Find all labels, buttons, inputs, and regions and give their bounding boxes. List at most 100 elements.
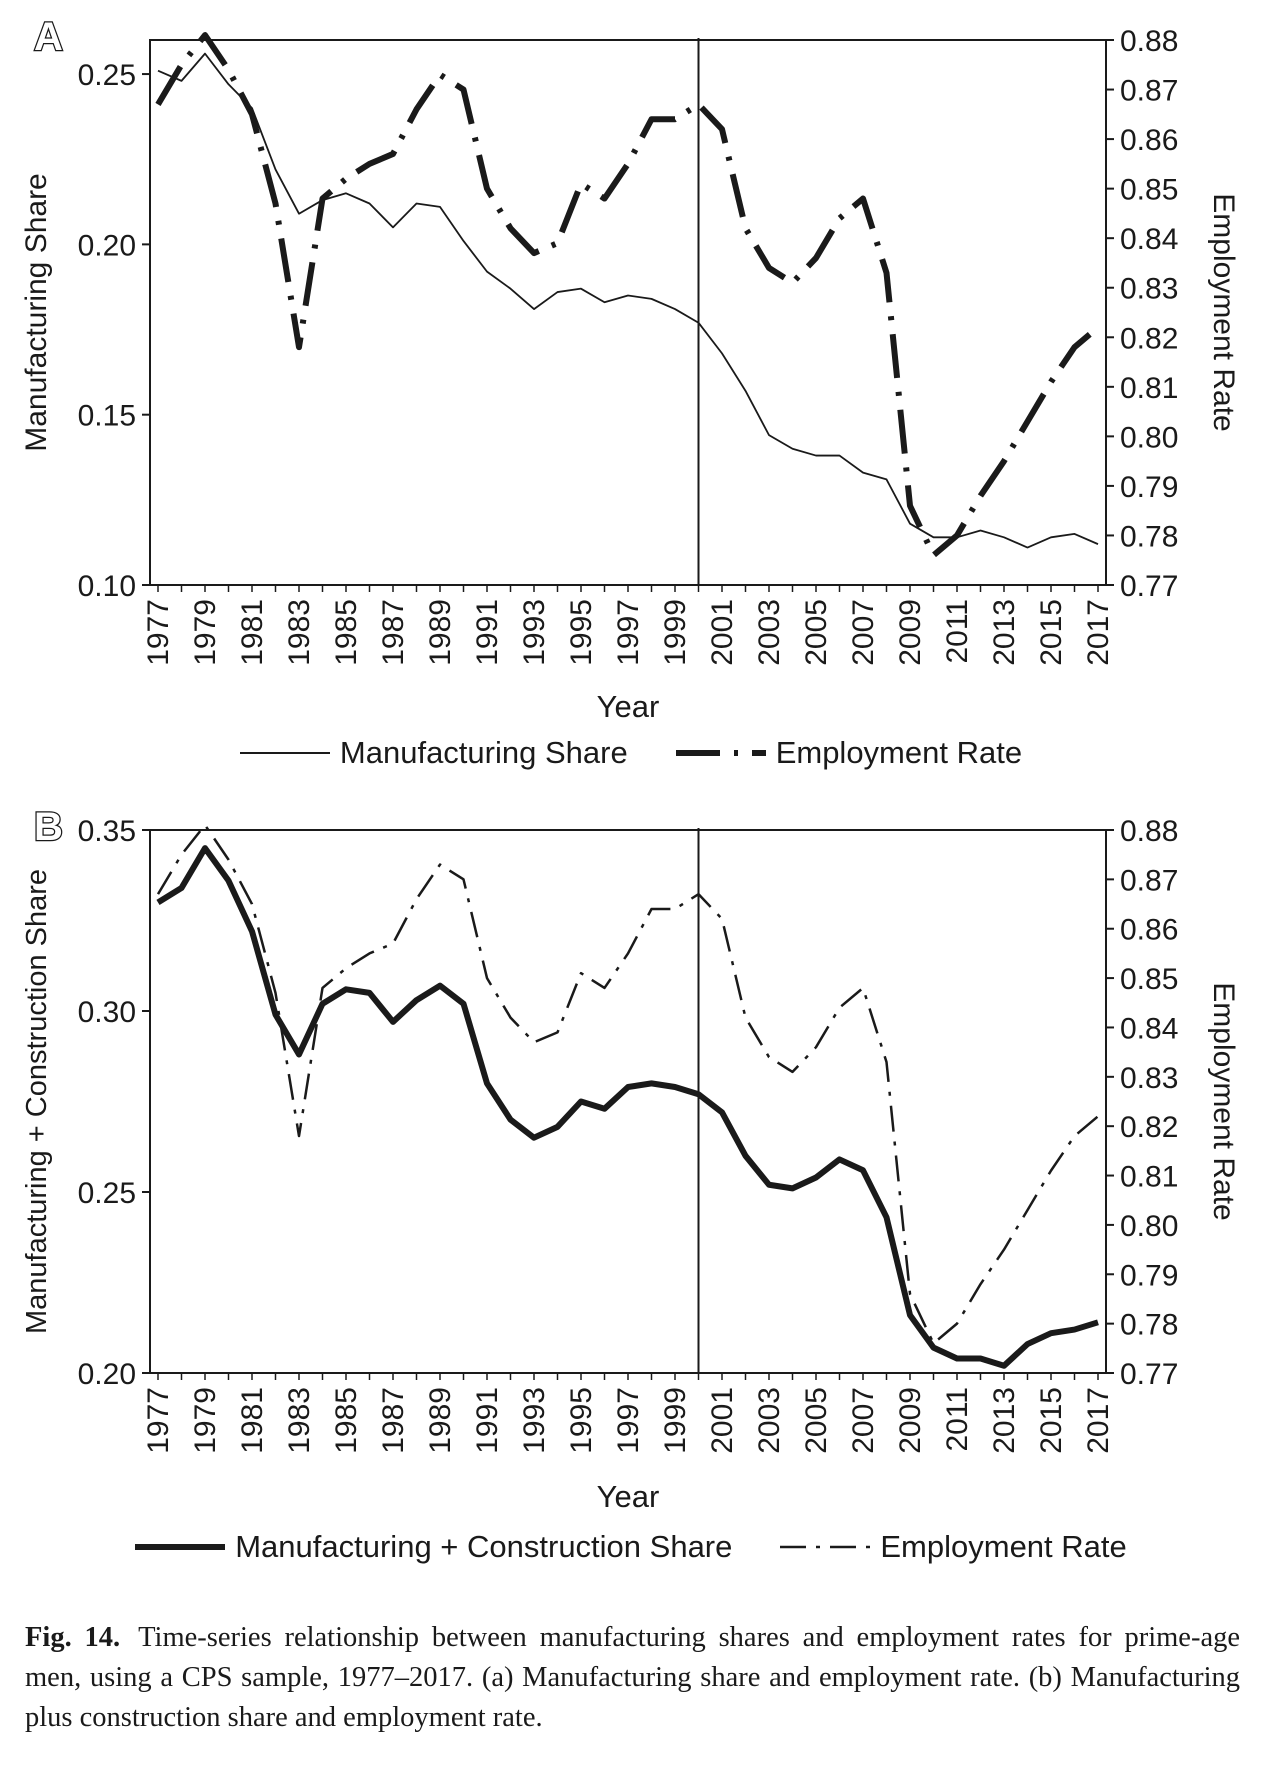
series-line-1	[157, 52, 1099, 549]
right-axis-title: Employment Rate	[1207, 982, 1240, 1220]
x-tick-label: 1993	[518, 599, 551, 666]
right-tick-label: 0.87	[1120, 75, 1178, 108]
right-tick-label: 0.80	[1120, 421, 1178, 454]
x-tick-label: 1993	[518, 1387, 551, 1454]
x-tick-label: 2013	[988, 599, 1021, 666]
series-line-2	[156, 823, 1099, 1345]
left-tick-label: 0.15	[78, 400, 136, 433]
panel-letter: A	[34, 15, 63, 59]
right-tick-label: 0.83	[1120, 273, 1178, 306]
right-tick-label: 0.78	[1120, 520, 1178, 553]
caption-text: Time-series relationship between manufac…	[25, 1622, 1241, 1733]
legend-b-item-1: Manufacturing + Construction Share	[135, 1529, 732, 1565]
x-tick-label: 1977	[142, 599, 175, 666]
x-tick-label: 1995	[565, 1387, 598, 1454]
legend-a-label-2: Employment Rate	[775, 735, 1023, 770]
right-tick-label: 0.86	[1120, 124, 1178, 157]
x-axis-title: Year	[597, 1479, 660, 1514]
x-tick-label: 2009	[894, 1387, 927, 1454]
legend-a-item-1: Manufacturing Share	[239, 735, 628, 771]
x-tick-label: 1997	[612, 599, 645, 666]
x-tick-label: 1991	[471, 1387, 504, 1454]
x-axis-title: Year	[597, 689, 660, 724]
x-tick-label: 2007	[847, 599, 880, 666]
x-tick-label: 2003	[753, 1387, 786, 1454]
legend-a-label-1: Manufacturing Share	[339, 735, 628, 770]
legend-b-label-1: Manufacturing + Construction Share	[235, 1529, 733, 1564]
x-tick-label: 2015	[1035, 599, 1068, 666]
chart-b-svg: 0.20 0.25 0.30 0.35 0.77 0.78 0.79 0.80 0.81 0.82…	[21, 804, 1240, 1514]
x-tick-label: 2001	[706, 599, 739, 666]
legend-a: Manufacturing Share Employment Rate	[0, 733, 1262, 773]
x-tick-label: 1977	[142, 1387, 175, 1454]
x-tick-label: 1989	[424, 599, 457, 666]
right-tick-label: 0.86	[1120, 914, 1178, 947]
figure-label: Fig. 14.	[25, 1622, 121, 1653]
figure-caption: Fig. 14. Time-series relationship between…	[25, 1618, 1240, 1738]
right-tick-label: 0.81	[1120, 372, 1178, 405]
right-tick-label: 0.81	[1120, 1161, 1178, 1194]
x-tick-label: 1999	[659, 599, 692, 666]
left-tick-label: 0.25	[78, 59, 136, 92]
x-tick-label: 2003	[753, 599, 786, 666]
legend-b-item-2: Employment Rate	[780, 1529, 1127, 1565]
right-tick-label: 0.85	[1120, 963, 1178, 996]
right-tick-label: 0.79	[1120, 471, 1178, 504]
left-axis-title: Manufacturing Share	[20, 173, 53, 452]
x-tick-label: 2009	[894, 599, 927, 666]
x-tick-label: 1981	[236, 1387, 269, 1454]
panel-a: 0.10 0.15 0.20 0.25 0.77 0.78 0.79 0.80 0.81 0.82…	[0, 0, 1262, 790]
right-tick-label: 0.77	[1120, 570, 1178, 603]
x-tick-label: 2001	[706, 1387, 739, 1454]
left-tick-label: 0.25	[78, 1177, 136, 1210]
panel-b: 0.20 0.25 0.30 0.35 0.77 0.78 0.79 0.80 0.81 0.82…	[0, 790, 1262, 1590]
plot-frame	[149, 829, 1107, 1374]
right-tick-label: 0.80	[1120, 1210, 1178, 1243]
x-tick-label: 1985	[330, 599, 363, 666]
legend-b: Manufacturing + Construction Share Emplo…	[0, 1527, 1262, 1567]
right-tick-label: 0.87	[1120, 864, 1178, 897]
x-tick-label: 2015	[1035, 1387, 1068, 1454]
right-tick-label: 0.83	[1120, 1062, 1178, 1095]
legend-b-swatch-solid-thick	[135, 1544, 226, 1550]
x-tick-label: 1979	[189, 599, 222, 666]
right-tick-label: 0.78	[1120, 1309, 1178, 1342]
legend-a-swatch-solid-thin	[239, 752, 330, 754]
left-tick-label: 0.20	[78, 1358, 136, 1391]
x-tick-label: 1983	[283, 1387, 316, 1454]
x-tick-label: 1987	[377, 599, 410, 666]
right-tick-label: 0.88	[1120, 25, 1178, 58]
x-tick-label: 1979	[189, 1387, 222, 1454]
x-tick-label: 1995	[565, 599, 598, 666]
x-tick-label: 1983	[283, 599, 316, 666]
x-tick-label: 2017	[1082, 1387, 1115, 1454]
x-tick-label: 2013	[988, 1387, 1021, 1454]
x-tick-label: 1997	[612, 1387, 645, 1454]
right-tick-label: 0.82	[1120, 322, 1178, 355]
right-tick-label: 0.85	[1120, 174, 1178, 207]
x-tick-label: 1999	[659, 1387, 692, 1454]
left-tick-label: 0.20	[78, 229, 136, 262]
x-tick-label: 2007	[847, 1387, 880, 1454]
x-tick-label: 1985	[330, 1387, 363, 1454]
right-tick-label: 0.79	[1120, 1259, 1178, 1292]
right-tick-label: 0.84	[1120, 1012, 1178, 1045]
series-line-2	[155, 32, 1100, 559]
x-tick-label: 1987	[377, 1387, 410, 1454]
x-tick-label: 2005	[800, 1387, 833, 1454]
plot-frame	[149, 39, 1107, 586]
right-tick-label: 0.77	[1120, 1358, 1178, 1391]
x-tick-label: 2011	[941, 1387, 974, 1452]
legend-b-swatch-dash-dot-thin	[780, 1545, 871, 1549]
x-tick-label: 2011	[941, 599, 974, 664]
left-axis-title: Manufacturing + Construction Share	[21, 869, 53, 1334]
right-tick-label: 0.88	[1120, 815, 1178, 848]
x-tick-label: 2005	[800, 599, 833, 666]
x-tick-label: 1991	[471, 599, 504, 666]
legend-a-swatch-dash-dot-thick	[675, 750, 766, 756]
right-axis-title: Employment Rate	[1207, 193, 1240, 431]
series-line-1	[156, 845, 1099, 1369]
x-tick-label: 1981	[236, 599, 269, 666]
right-tick-label: 0.82	[1120, 1111, 1178, 1144]
legend-b-label-2: Employment Rate	[880, 1529, 1127, 1564]
